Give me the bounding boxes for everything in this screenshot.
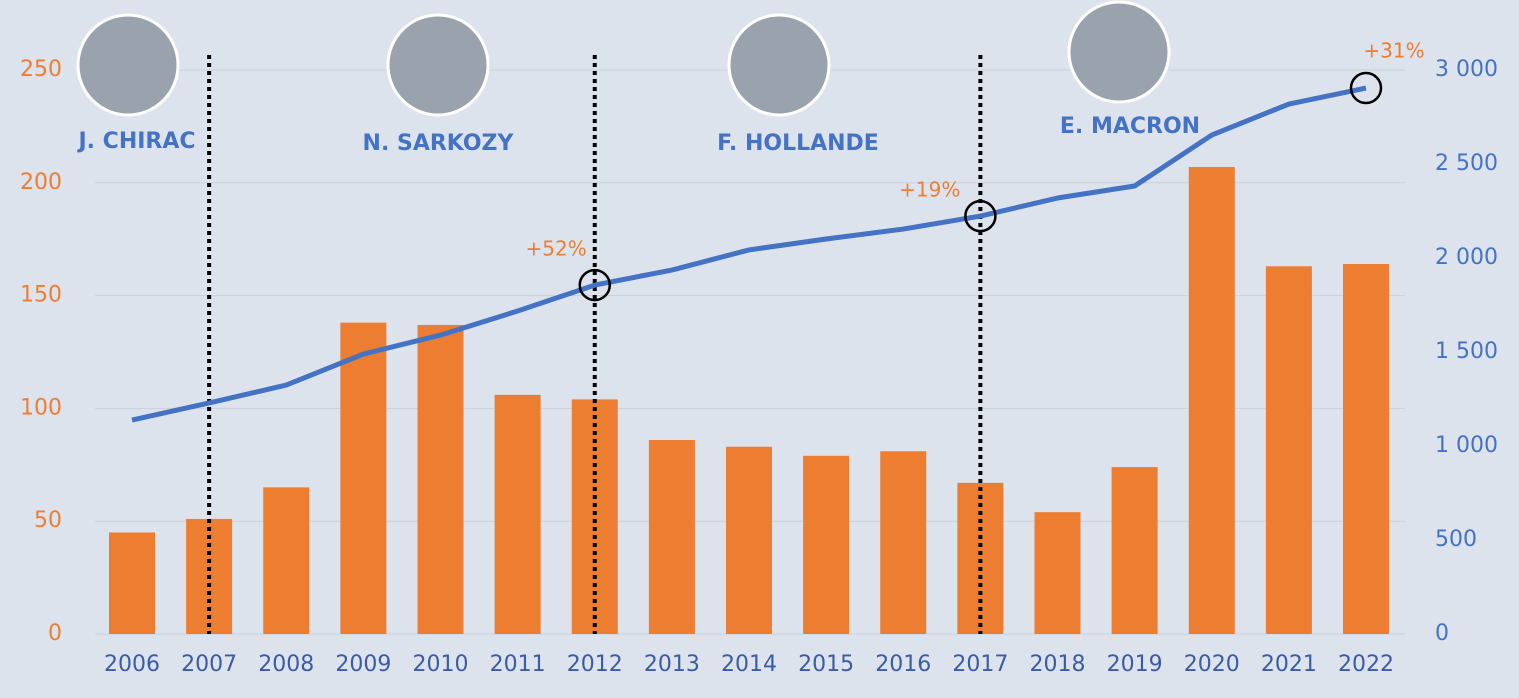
- x-tick-label: 2017: [952, 652, 1008, 677]
- x-tick-label: 2021: [1261, 652, 1317, 677]
- president-name: N. SARKOZY: [363, 131, 515, 156]
- y2-tick-label: 2 500: [1435, 151, 1498, 176]
- y-tick-label: 150: [20, 283, 62, 308]
- president-name: E. MACRON: [1060, 114, 1200, 139]
- x-tick-label: 2022: [1338, 652, 1394, 677]
- x-tick-label: 2016: [875, 652, 931, 677]
- y-tick-label: 200: [20, 170, 62, 195]
- bar: [263, 487, 310, 634]
- x-tick-label: 2011: [490, 652, 546, 677]
- x-tick-label: 2014: [721, 652, 777, 677]
- y2-tick-label: 0: [1435, 621, 1449, 646]
- y-tick-label: 50: [34, 508, 62, 533]
- y-tick-label: 250: [20, 57, 62, 82]
- bar: [340, 322, 387, 634]
- bar: [880, 451, 927, 634]
- bar: [1265, 266, 1312, 634]
- y-tick-label: 100: [20, 395, 62, 420]
- x-tick-label: 2020: [1184, 652, 1240, 677]
- x-tick-label: 2009: [335, 652, 391, 677]
- portrait: [1067, 0, 1171, 104]
- x-tick-label: 2010: [413, 652, 469, 677]
- line: [131, 85, 1367, 423]
- y2-tick-label: 1 000: [1435, 433, 1498, 458]
- portrait: [76, 13, 180, 117]
- bar: [648, 439, 695, 634]
- portrait: [386, 13, 490, 117]
- highlight-circle: [964, 199, 997, 233]
- annotation: +31%: [1363, 39, 1424, 63]
- president-name: J. CHIRAC: [76, 129, 195, 154]
- x-tick-label: 2006: [104, 652, 160, 677]
- bar: [803, 455, 850, 634]
- y2-tick-label: 1 500: [1435, 339, 1498, 364]
- bar: [1343, 264, 1389, 634]
- bar: [1111, 467, 1158, 634]
- portrait: [727, 13, 831, 117]
- annotation: +52%: [526, 237, 587, 261]
- x-tick-label: 2019: [1107, 652, 1163, 677]
- bar: [1188, 167, 1235, 634]
- x-tick-label: 2013: [644, 652, 700, 677]
- y2-tick-label: 3 000: [1435, 57, 1498, 82]
- bar: [1034, 512, 1081, 634]
- x-tick-label: 2018: [1030, 652, 1086, 677]
- highlight-circle: [578, 268, 611, 302]
- x-tick-label: 2007: [181, 652, 237, 677]
- y2-tick-label: 2 000: [1435, 245, 1498, 270]
- x-tick-label: 2012: [567, 652, 623, 677]
- highlight-circle: [1349, 71, 1383, 105]
- y2-tick-label: 500: [1435, 527, 1477, 552]
- bar: [726, 446, 772, 634]
- annotation: +19%: [899, 178, 960, 202]
- president-name: F. HOLLANDE: [717, 131, 879, 156]
- bar: [109, 532, 155, 634]
- x-tick-label: 2008: [258, 652, 314, 677]
- bar: [494, 394, 541, 634]
- bar: [417, 324, 464, 634]
- x-tick-label: 2015: [798, 652, 854, 677]
- y-tick-label: 0: [48, 621, 62, 646]
